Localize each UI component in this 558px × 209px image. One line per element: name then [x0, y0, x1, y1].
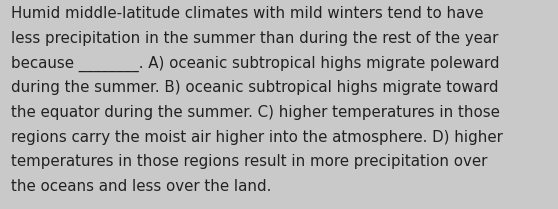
Text: regions carry the moist air higher into the atmosphere. D) higher: regions carry the moist air higher into …	[11, 130, 503, 145]
Text: because ________. A) oceanic subtropical highs migrate poleward: because ________. A) oceanic subtropical…	[11, 56, 499, 72]
Text: temperatures in those regions result in more precipitation over: temperatures in those regions result in …	[11, 154, 488, 169]
Text: during the summer. B) oceanic subtropical highs migrate toward: during the summer. B) oceanic subtropica…	[11, 80, 499, 95]
Text: less precipitation in the summer than during the rest of the year: less precipitation in the summer than du…	[11, 31, 498, 46]
Text: Humid middle-latitude climates with mild winters tend to have: Humid middle-latitude climates with mild…	[11, 6, 484, 21]
Text: the equator during the summer. C) higher temperatures in those: the equator during the summer. C) higher…	[11, 105, 500, 120]
Text: the oceans and less over the land.: the oceans and less over the land.	[11, 179, 272, 194]
